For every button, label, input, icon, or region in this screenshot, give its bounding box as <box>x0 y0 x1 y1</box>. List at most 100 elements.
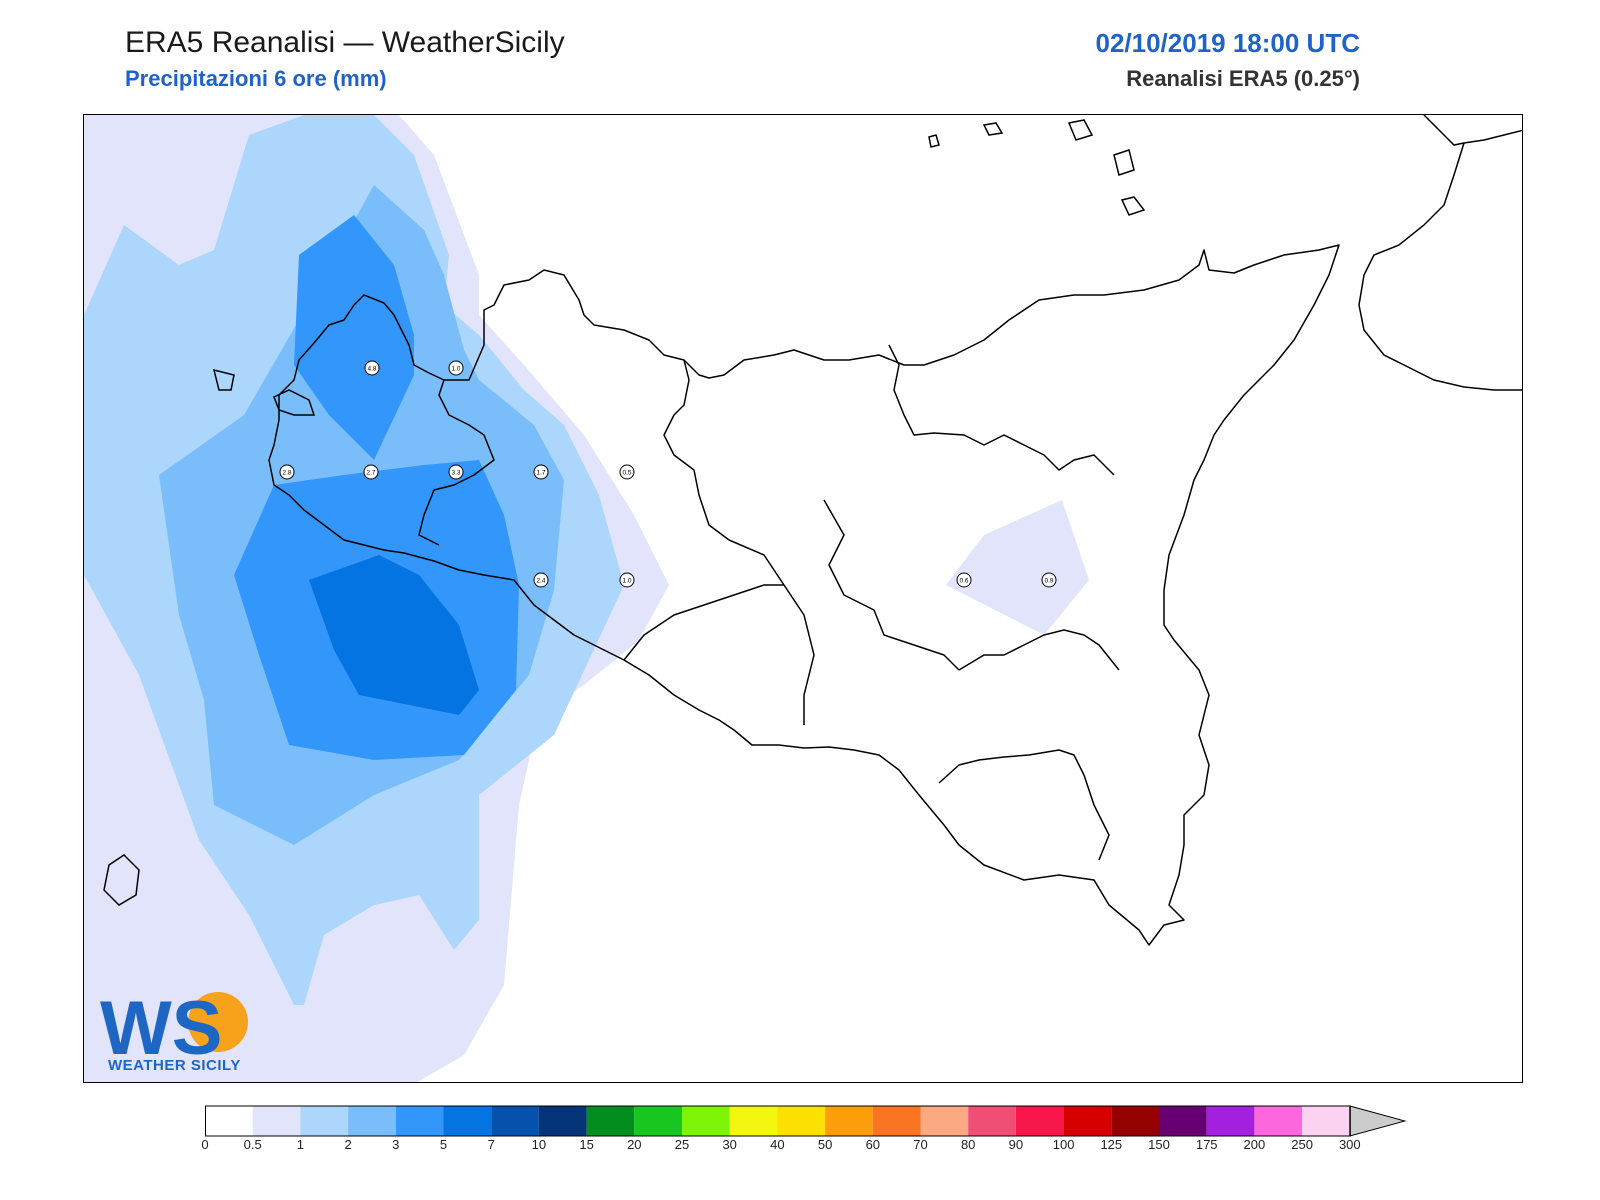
precip-band-3 <box>294 215 414 460</box>
colorbar-tick-label: 80 <box>960 1137 976 1152</box>
colorbar-tick-label: 60 <box>865 1137 881 1152</box>
colorbar-tick-label: 25 <box>674 1137 690 1152</box>
colorbar-tick-label: 30 <box>722 1137 737 1152</box>
station-value: 2.4 <box>536 578 545 585</box>
province-siracusa <box>1083 774 1110 861</box>
islands <box>103 115 1522 906</box>
province-trapani <box>418 379 495 546</box>
island-levanzo <box>212 368 235 391</box>
island-pantelleria <box>103 854 140 906</box>
colorbar-swatch <box>968 1106 1016 1136</box>
colorbar-tick-label: 0 <box>201 1137 209 1152</box>
colorbar-swatch <box>348 1106 396 1136</box>
station-value: 1.0 <box>451 366 460 373</box>
province-agrigento <box>623 584 784 661</box>
station-value: 3.3 <box>451 470 460 477</box>
colorbar-tick-label: 200 <box>1243 1137 1266 1152</box>
province-ragusa <box>938 749 1085 784</box>
province-palermo <box>663 359 730 541</box>
station-value: 2.7 <box>366 470 375 477</box>
precip-shading <box>84 115 1089 1082</box>
colorbar-extend-arrow <box>1349 1105 1407 1137</box>
colorbar-swatch <box>252 1106 301 1136</box>
station-markers: 4.8 1.0 2.8 2.7 3.3 1.7 0.5 2.4 1.0 0.6 0.9 <box>279 360 1057 588</box>
province-enna <box>823 499 960 671</box>
colorbar-swatch <box>920 1106 969 1136</box>
colorbar-swatch <box>1206 1106 1255 1136</box>
station-value: 4.8 <box>367 366 376 373</box>
colorbar-swatch <box>729 1106 778 1136</box>
colorbar-swatch <box>1159 1106 1207 1136</box>
station-marker: 2.7 <box>363 464 379 480</box>
station-marker: 0.6 <box>956 572 972 588</box>
calabria-coast <box>1358 115 1522 391</box>
colorbar-tick-label: 90 <box>1008 1137 1024 1152</box>
colorbar-swatch <box>777 1106 826 1136</box>
station-value: 0.6 <box>959 578 968 585</box>
colorbar-swatch <box>586 1106 635 1136</box>
colorbar-swatch <box>1111 1106 1159 1136</box>
station-value: 0.9 <box>1044 578 1053 585</box>
colorbar-swatch <box>395 1106 444 1136</box>
colorbar-tick-label: 2 <box>344 1137 352 1152</box>
colorbar-tick-label: 50 <box>817 1137 833 1152</box>
colorbar-swatch <box>872 1106 921 1136</box>
colorbar-swatch <box>205 1106 253 1136</box>
station-marker: 2.4 <box>533 572 549 588</box>
colorbar-tick-label: 10 <box>531 1137 547 1152</box>
logo-text: WEATHER SICILY <box>108 1057 241 1074</box>
colorbar-tick-label: 125 <box>1100 1137 1123 1152</box>
colorbar-swatch <box>682 1106 730 1136</box>
colorbar-tick-label: 0.5 <box>243 1137 262 1152</box>
precipitation-map: 4.8 1.0 2.8 2.7 3.3 1.7 0.5 2.4 1.0 0.6 0.9 <box>83 114 1523 1083</box>
valid-datetime: 02/10/2019 18:00 UTC <box>1095 28 1360 58</box>
weather-sicily-logo: WS <box>96 982 256 1074</box>
station-marker: 0.9 <box>1041 572 1057 588</box>
map-title: ERA5 Reanalisi — WeatherSicily <box>125 26 565 59</box>
colorbar-swatch <box>538 1106 587 1136</box>
station-marker: 0.5 <box>619 464 635 480</box>
station-marker: 1.0 <box>619 572 635 588</box>
colorbar-tick-label: 5 <box>439 1137 448 1152</box>
island-ustica <box>928 134 940 148</box>
station-marker: 1.7 <box>533 464 549 480</box>
colorbar-tick-label: 70 <box>913 1137 928 1152</box>
colorbar-swatch <box>491 1106 539 1136</box>
map-subtitle: Precipitazioni 6 ore (mm) <box>125 66 387 91</box>
station-value: 1.7 <box>536 470 545 477</box>
station-value: 2.8 <box>282 470 291 477</box>
island-lipari <box>1113 149 1135 176</box>
colorbar-tick-label: 175 <box>1195 1137 1218 1152</box>
colorbar-tick-label: 1 <box>296 1137 305 1152</box>
sicily-coast <box>268 244 1340 946</box>
colorbar-tick-label: 20 <box>627 1137 642 1152</box>
province-catania <box>958 629 1120 671</box>
colorbar-tick-label: 300 <box>1338 1137 1361 1152</box>
colorbar-swatch <box>1254 1106 1303 1136</box>
colorbar-swatch <box>300 1106 349 1136</box>
station-marker: 2.8 <box>279 464 295 480</box>
island-favignana <box>273 389 316 416</box>
colorbar-tick-label: 150 <box>1148 1137 1170 1152</box>
colorbar-tick-label: 7 <box>487 1137 495 1152</box>
colorbar-tick-label: 250 <box>1291 1137 1313 1152</box>
logo-sun-icon <box>188 992 248 1052</box>
station-value: 1.0 <box>622 578 631 585</box>
colorbar-swatch <box>1063 1106 1112 1136</box>
island-vulcano <box>1120 196 1146 216</box>
colorbar <box>205 1105 1407 1137</box>
island-salina <box>1067 119 1094 141</box>
colorbar-swatch <box>1015 1106 1064 1136</box>
province-caltanissetta <box>728 539 815 725</box>
coastline <box>268 244 1340 946</box>
island-alicudi <box>982 122 1004 136</box>
colorbar-swatch <box>1302 1106 1350 1136</box>
colorbar-swatch <box>825 1106 873 1136</box>
station-marker: 1.0 <box>448 360 464 376</box>
colorbar-tick-label: 100 <box>1052 1137 1075 1152</box>
colorbar-border <box>205 1105 1351 1137</box>
colorbar-tick-label: 40 <box>770 1137 785 1152</box>
logo-mark: WS <box>100 986 222 1071</box>
colorbar-swatch <box>443 1106 492 1136</box>
station-value: 0.5 <box>622 470 631 477</box>
